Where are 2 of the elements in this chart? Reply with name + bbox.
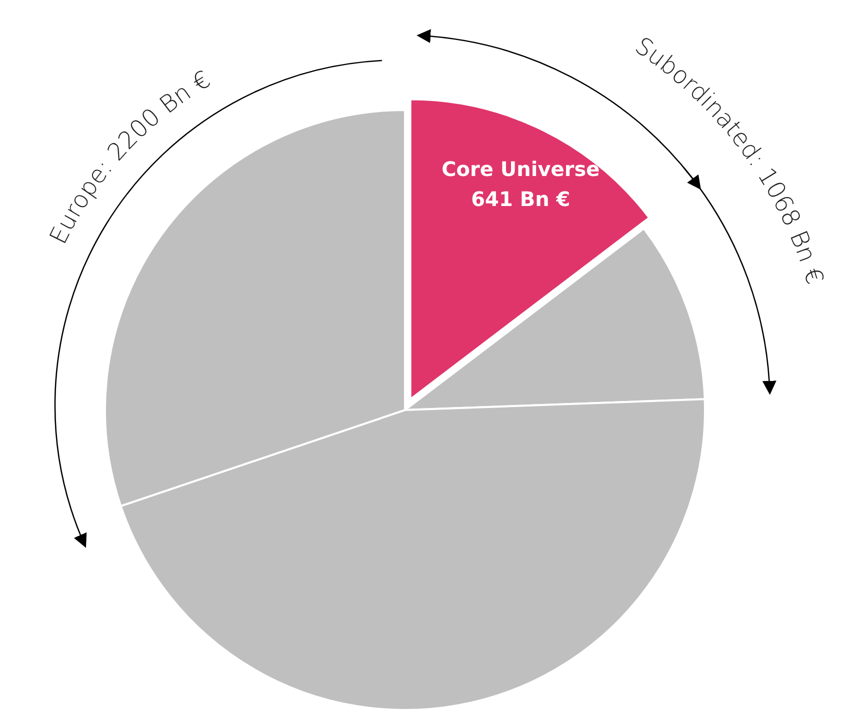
data-label: 641 Bn € xyxy=(471,186,570,211)
slice-label: Core Universe xyxy=(442,156,600,181)
